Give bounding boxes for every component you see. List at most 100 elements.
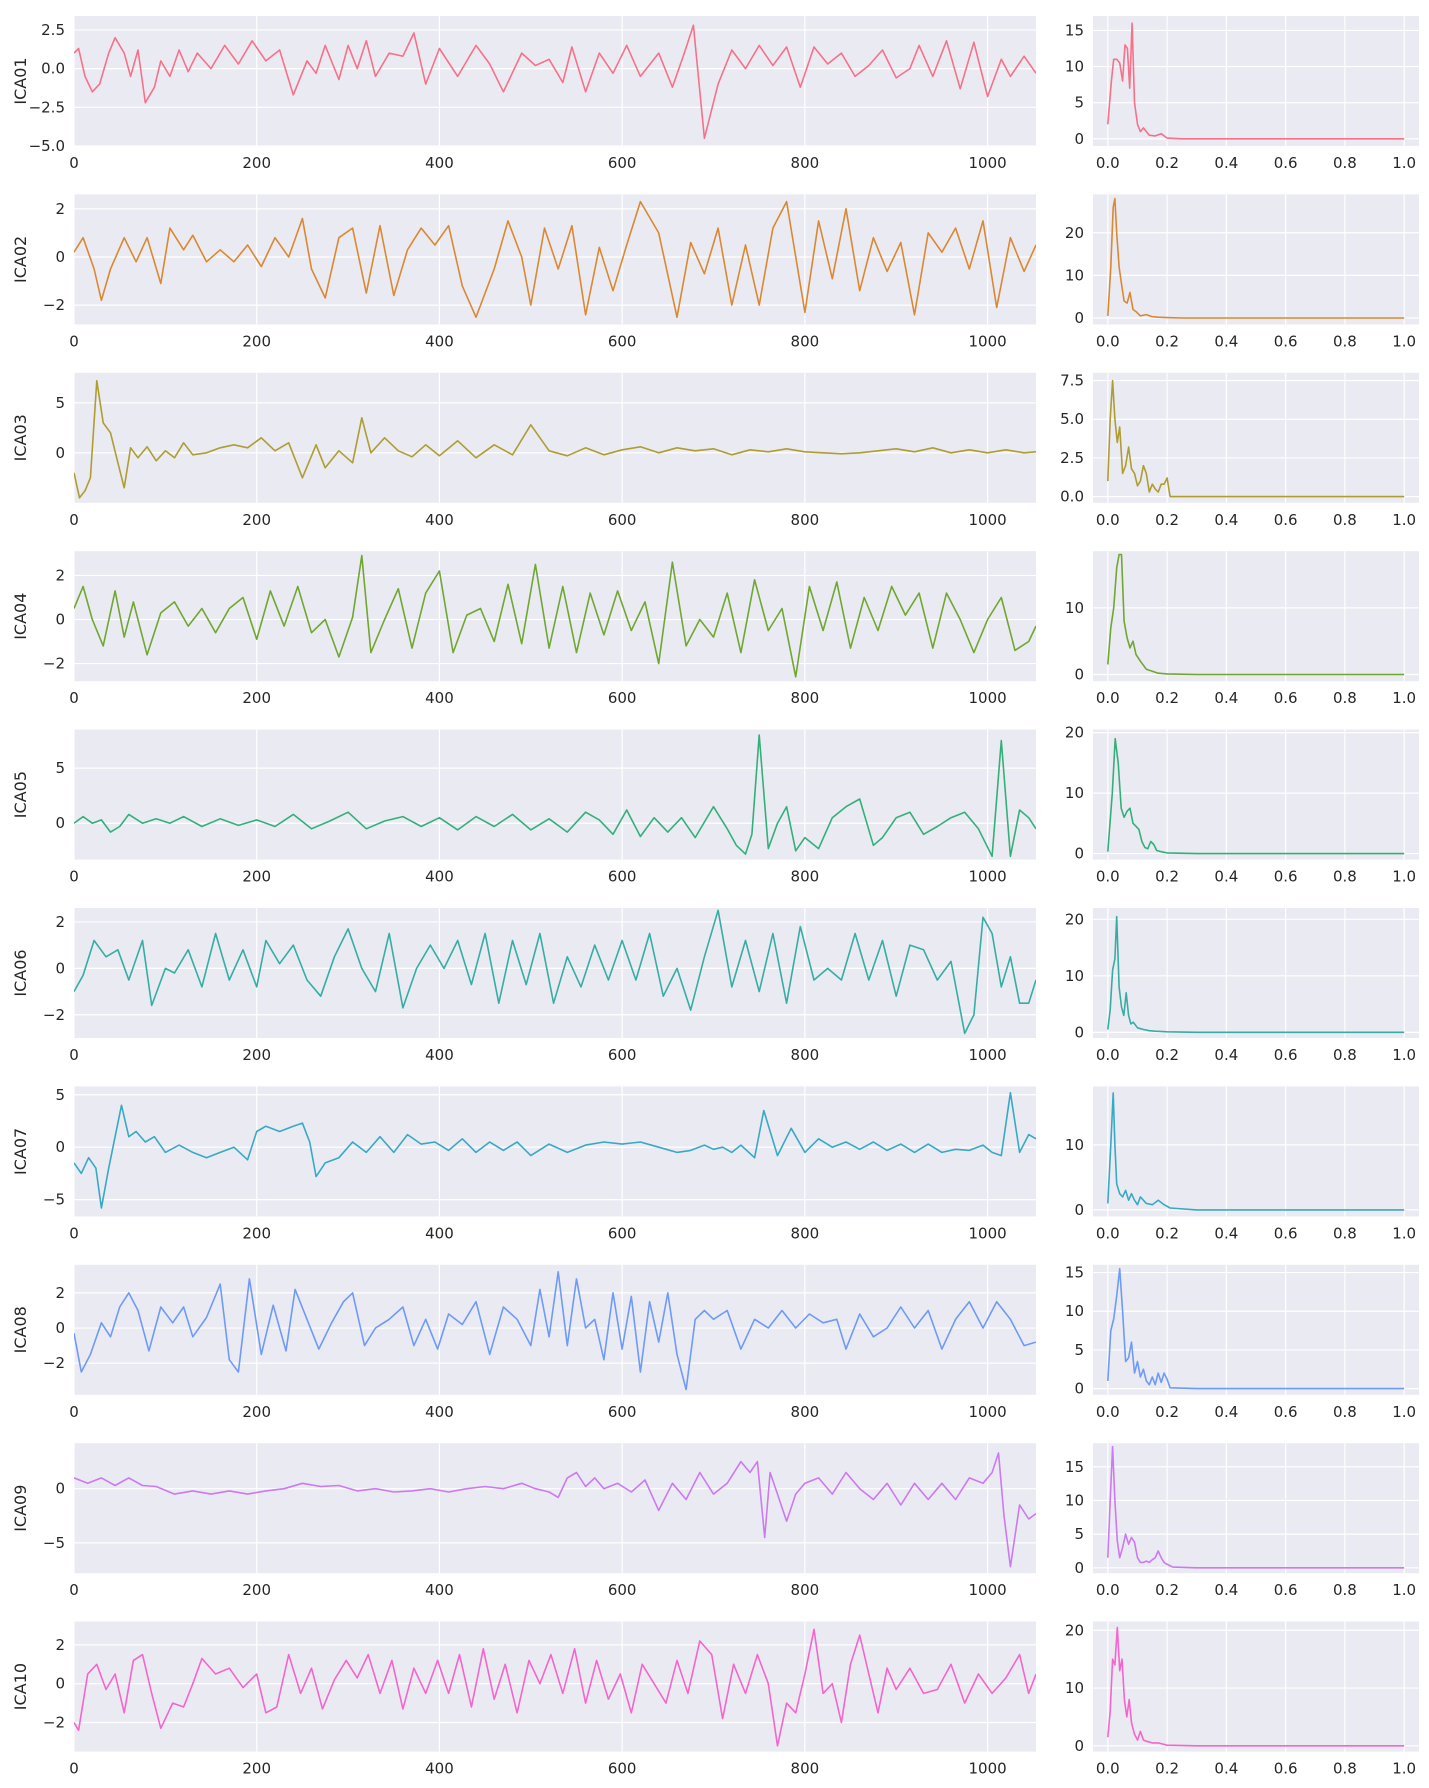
ica08-timeseries-xtick-label: 200 — [242, 1403, 271, 1421]
ica04-timeseries-ytick-label: 0 — [55, 611, 65, 629]
ica03-spectrum-xtick-label: 0.8 — [1333, 511, 1357, 529]
ica02-timeseries-xtick-label: 800 — [791, 332, 820, 350]
ica03-timeseries-series-line — [74, 380, 1036, 499]
ica03-timeseries-xtick-label: 600 — [608, 511, 637, 529]
ica06-timeseries-ytick-label: 2 — [55, 913, 65, 931]
ica06-spectrum-xtick-label: 0.8 — [1333, 1046, 1357, 1064]
ica03-spectrum-xtick-label: 0.4 — [1214, 511, 1238, 529]
ica06-timeseries-xtick-label: 400 — [425, 1046, 454, 1064]
ica02-spectrum-xtick-label: 0.6 — [1274, 332, 1298, 350]
ica01-timeseries-xtick-label: 0 — [69, 154, 79, 172]
ica08-spectrum-series-line — [1107, 1267, 1405, 1390]
ica06-timeseries-xtick-label: 200 — [242, 1046, 271, 1064]
ica01-spectrum-ytick-label: 0 — [1074, 130, 1084, 148]
ica02-timeseries-ytick-label: 0 — [55, 248, 65, 266]
ica07-timeseries-ytick-label: 5 — [55, 1086, 65, 1104]
ica09-timeseries-xtick-label: 400 — [425, 1581, 454, 1599]
ica01-spectrum-ytick-label: 10 — [1065, 58, 1084, 76]
ica04-spectrum-series-line — [1107, 553, 1405, 676]
ica01-timeseries-series-line — [74, 24, 1036, 140]
ica05-spectrum-series-line — [1107, 737, 1405, 855]
ica10-spectrum-ytick-label: 10 — [1065, 1679, 1084, 1697]
ica08-spectrum-ytick-label: 0 — [1074, 1380, 1084, 1398]
ica01-spectrum-xtick-label: 0.4 — [1214, 154, 1238, 172]
ica08-spectrum-xtick-label: 0.4 — [1214, 1403, 1238, 1421]
ica03-timeseries-xtick-label: 800 — [791, 511, 820, 529]
ica07-spectrum-xtick-label: 0.8 — [1333, 1224, 1357, 1242]
ica10-timeseries-xtick-label: 400 — [425, 1760, 454, 1778]
ica09-timeseries-xtick-label: 1000 — [968, 1581, 1006, 1599]
ica04-timeseries-plot-area — [74, 551, 1036, 682]
ica08-spectrum-plot-area — [1093, 1264, 1419, 1395]
ica01-ylabel: ICA01 — [11, 57, 30, 104]
ica10-spectrum-xtick-label: 0.0 — [1096, 1760, 1120, 1778]
ica04-spectrum-xtick-label: 0.6 — [1274, 689, 1298, 707]
ica08-spectrum-xtick-label: 1.0 — [1392, 1403, 1416, 1421]
ica01-spectrum-xtick-label: 0.6 — [1274, 154, 1298, 172]
ica05-spectrum-ytick-label: 10 — [1065, 784, 1084, 802]
ica02-spectrum-xtick-label: 0.2 — [1155, 332, 1179, 350]
ica02-spectrum-xtick-label: 0.4 — [1214, 332, 1238, 350]
ica04-ylabel: ICA04 — [11, 593, 30, 640]
ica04-spectrum-ytick-label: 0 — [1074, 666, 1084, 684]
ica10-spectrum-xtick-label: 0.6 — [1274, 1760, 1298, 1778]
ica05-timeseries-xtick-label: 800 — [791, 868, 820, 886]
ica01-timeseries-ytick-label: 0.0 — [41, 60, 65, 78]
ica01-timeseries-xtick-label: 200 — [242, 154, 271, 172]
ica03-spectrum-ytick-label: 5.0 — [1060, 410, 1084, 428]
ica10-timeseries-xtick-label: 0 — [69, 1760, 79, 1778]
ica06-spectrum-xtick-label: 0.4 — [1214, 1046, 1238, 1064]
ica07-spectrum-series-line — [1107, 1092, 1405, 1211]
ica06-spectrum-xtick-label: 0.0 — [1096, 1046, 1120, 1064]
ica08-timeseries-ytick-label: 2 — [55, 1284, 65, 1302]
ica02-timeseries-xtick-label: 0 — [69, 332, 79, 350]
ica07-timeseries-ytick-label: −5 — [43, 1191, 65, 1209]
ica05-timeseries-xtick-label: 600 — [608, 868, 637, 886]
ica06-timeseries-xtick-label: 600 — [608, 1046, 637, 1064]
ica10-ylabel: ICA10 — [11, 1663, 30, 1710]
ica03-spectrum-plot-area — [1093, 372, 1419, 503]
ica09-spectrum-xtick-label: 1.0 — [1392, 1581, 1416, 1599]
ica06-spectrum-xtick-label: 1.0 — [1392, 1046, 1416, 1064]
ica10-timeseries-xtick-label: 1000 — [968, 1760, 1006, 1778]
ica05-spectrum-xtick-label: 0.4 — [1214, 868, 1238, 886]
ica08-spectrum-ytick-label: 10 — [1065, 1302, 1084, 1320]
ica08-spectrum-xtick-label: 0.6 — [1274, 1403, 1298, 1421]
row-ica08: 0 200 400 600 800 1000 −2 0 2 0.0 0.2 0.4 0.6 0.8 1.0 0… — [11, 1264, 1419, 1421]
ica03-spectrum-xtick-label: 0.0 — [1096, 511, 1120, 529]
ica02-ylabel: ICA02 — [11, 236, 30, 283]
ica09-spectrum-xtick-label: 0.8 — [1333, 1581, 1357, 1599]
ica08-timeseries-xtick-label: 600 — [608, 1403, 637, 1421]
ica02-spectrum-plot-area — [1093, 194, 1419, 325]
ica02-spectrum-xtick-label: 1.0 — [1392, 332, 1416, 350]
ica08-spectrum-xtick-label: 0.2 — [1155, 1403, 1179, 1421]
ica03-spectrum-ytick-label: 2.5 — [1060, 449, 1084, 467]
ica09-timeseries-xtick-label: 800 — [791, 1581, 820, 1599]
ica05-spectrum-xtick-label: 1.0 — [1392, 868, 1416, 886]
ica09-spectrum-ytick-label: 15 — [1065, 1458, 1084, 1476]
ica04-spectrum-plot-area — [1093, 551, 1419, 682]
ica04-spectrum-xtick-label: 0.2 — [1155, 689, 1179, 707]
ica04-timeseries-xtick-label: 1000 — [968, 689, 1006, 707]
ica03-spectrum-xtick-label: 1.0 — [1392, 511, 1416, 529]
ica10-timeseries-ytick-label: −2 — [43, 1713, 65, 1731]
ica05-timeseries-xtick-label: 200 — [242, 868, 271, 886]
ica09-timeseries-ytick-label: 0 — [55, 1480, 65, 1498]
ica07-timeseries-series-line — [74, 1091, 1036, 1209]
row-ica06: 0 200 400 600 800 1000 −2 0 2 0.0 0.2 0.4 0.6 0.8 1.0 0… — [11, 908, 1419, 1064]
ica05-timeseries-ytick-label: 0 — [55, 814, 65, 832]
ica01-spectrum-ytick-label: 15 — [1065, 21, 1084, 39]
ica08-timeseries-xtick-label: 400 — [425, 1403, 454, 1421]
ica08-timeseries-plot-area — [74, 1264, 1036, 1395]
ica10-timeseries-series-line — [74, 1628, 1036, 1747]
ica06-timeseries-plot-area — [74, 908, 1036, 1038]
ica01-timeseries-xtick-label: 800 — [791, 154, 820, 172]
ica10-timeseries-ytick-label: 2 — [55, 1636, 65, 1654]
ica07-timeseries-xtick-label: 0 — [69, 1224, 79, 1242]
ica04-timeseries-xtick-label: 400 — [425, 689, 454, 707]
ica10-spectrum-xtick-label: 0.2 — [1155, 1760, 1179, 1778]
ica09-timeseries-series-line — [74, 1452, 1036, 1568]
ica04-spectrum-xtick-label: 0.0 — [1096, 689, 1120, 707]
